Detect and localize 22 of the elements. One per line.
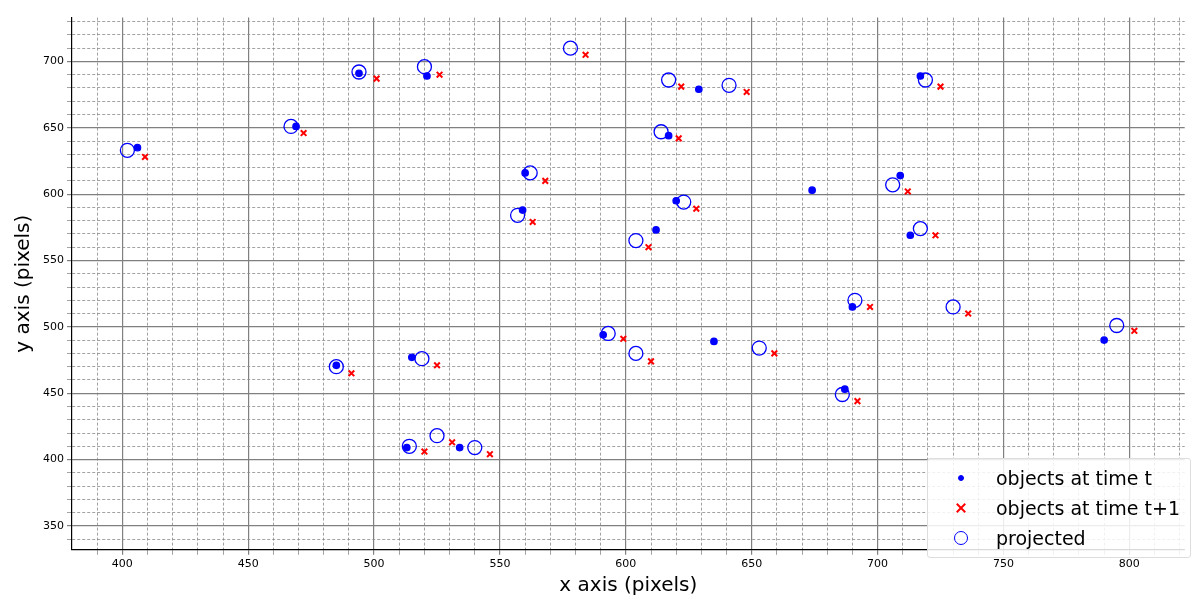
y-tick-label: 650 bbox=[43, 120, 64, 134]
y-tick-label: 400 bbox=[43, 452, 64, 466]
x-tick-label: 800 bbox=[1118, 557, 1140, 571]
x-tick-label: 500 bbox=[363, 557, 385, 571]
y-tick-label: 550 bbox=[43, 253, 64, 267]
y-tick-label: 350 bbox=[43, 518, 64, 532]
x-tick-label: 600 bbox=[615, 557, 637, 571]
x-tick-label: 650 bbox=[741, 557, 763, 571]
x-tick-label: 550 bbox=[489, 557, 511, 571]
legend-label: objects at time t+1 bbox=[995, 497, 1180, 519]
y-tick-label: 500 bbox=[43, 319, 64, 333]
legend-label: objects at time t bbox=[995, 467, 1152, 489]
x-axis-title: x axis (pixels) bbox=[559, 572, 698, 597]
x-tick-label: 750 bbox=[992, 557, 1014, 571]
y-tick-label: 700 bbox=[43, 54, 64, 68]
x-tick-label: 700 bbox=[867, 557, 889, 571]
legend-label: projected bbox=[995, 527, 1086, 549]
x-tick-label: 400 bbox=[111, 557, 133, 571]
y-tick-label: 450 bbox=[43, 386, 64, 400]
y-axis-title: y axis (pixels) bbox=[10, 214, 35, 353]
y-tick-label: 600 bbox=[43, 186, 64, 200]
x-tick-label: 450 bbox=[237, 557, 259, 571]
